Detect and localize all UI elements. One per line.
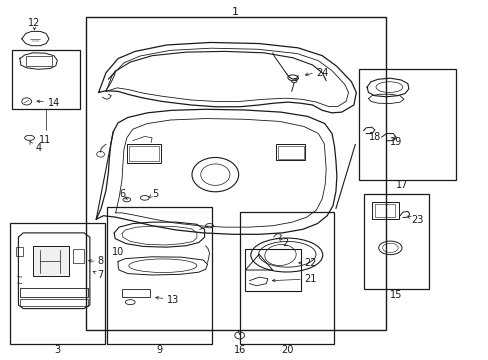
Text: 11: 11 [39, 135, 51, 145]
Bar [86, 18, 385, 330]
Text: 20: 20 [281, 345, 293, 355]
Bar [26, 57, 52, 66]
Bar [276, 144, 305, 160]
Text: 16: 16 [233, 345, 245, 355]
Text: 24: 24 [315, 68, 327, 78]
Text: 17: 17 [396, 180, 408, 190]
Text: 13: 13 [166, 295, 179, 305]
Text: 12: 12 [28, 18, 41, 28]
Bar [107, 207, 211, 344]
Text: 19: 19 [389, 138, 402, 148]
Bar [277, 146, 303, 159]
Text: 6: 6 [119, 189, 125, 199]
Bar [122, 289, 150, 297]
Bar [363, 194, 428, 289]
Text: 8: 8 [98, 256, 103, 266]
Bar [128, 146, 159, 161]
Bar [12, 50, 80, 109]
Bar [126, 144, 161, 163]
Text: 9: 9 [156, 345, 162, 355]
Bar [73, 249, 84, 263]
Bar [20, 288, 88, 297]
Bar [20, 299, 88, 306]
Text: 18: 18 [368, 132, 380, 142]
Bar [239, 212, 334, 344]
Text: 22: 22 [303, 258, 316, 268]
Text: 14: 14 [47, 98, 60, 108]
Text: 15: 15 [389, 290, 402, 300]
Bar [371, 202, 398, 219]
Text: 5: 5 [152, 189, 158, 199]
Text: 2: 2 [282, 238, 288, 248]
Text: 10: 10 [112, 247, 124, 257]
Bar [358, 69, 455, 180]
Bar [374, 204, 394, 217]
Text: 7: 7 [98, 270, 103, 280]
Text: 3: 3 [54, 345, 60, 355]
Bar [16, 247, 23, 256]
Bar [10, 223, 105, 344]
Bar [245, 249, 301, 291]
Bar [33, 246, 69, 276]
Text: 21: 21 [303, 274, 316, 284]
Text: 23: 23 [410, 215, 422, 225]
Text: 4: 4 [35, 143, 41, 153]
Text: 1: 1 [232, 7, 239, 17]
